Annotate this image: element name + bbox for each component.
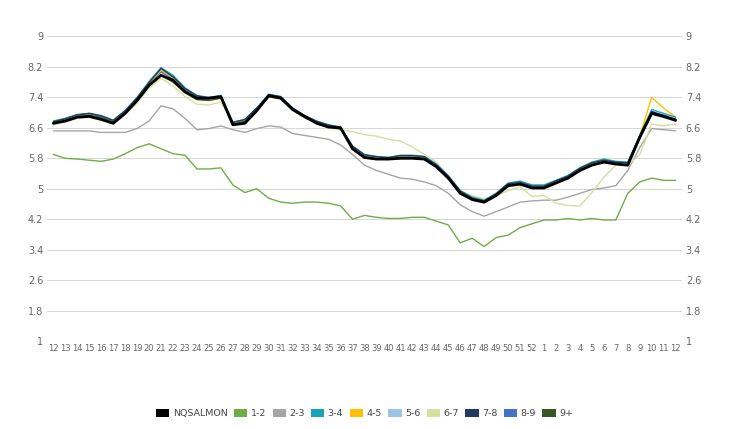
Text: NASDAQ Salmon Index - Historical Prices: NASDAQ Salmon Index - Historical Prices xyxy=(9,12,291,26)
Legend: NQSALMON, 1-2, 2-3, 3-4, 4-5, 5-6, 6-7, 7-8, 8-9, 9+: NQSALMON, 1-2, 2-3, 3-4, 4-5, 5-6, 6-7, … xyxy=(152,405,577,422)
